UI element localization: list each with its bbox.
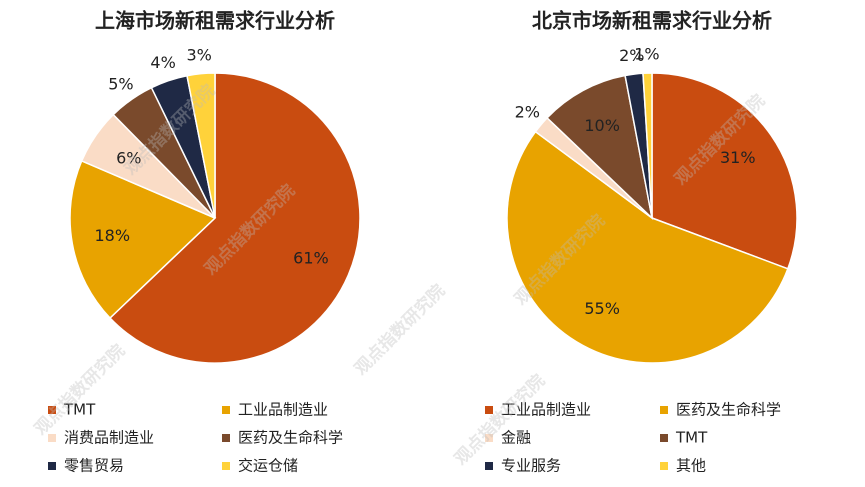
data-label: 3% <box>186 45 211 64</box>
pie-slice <box>108 72 361 364</box>
pie-slice <box>506 130 789 364</box>
data-label: 10% <box>584 116 620 135</box>
legend-swatch <box>48 462 56 470</box>
pie-slice <box>651 72 798 270</box>
legend-label: 消费品制造业 <box>64 429 154 447</box>
legend-swatch <box>222 406 230 414</box>
data-label: 2% <box>515 103 540 122</box>
legend-label: 医药及生命科学 <box>238 429 343 447</box>
data-label: 61% <box>293 249 329 268</box>
legend-swatch <box>660 406 668 414</box>
legend-label: TMT <box>63 401 96 419</box>
chart-title: 北京市场新租需求行业分析 <box>532 9 772 33</box>
legend-swatch <box>660 462 668 470</box>
legend-label: TMT <box>675 429 708 447</box>
chart-title: 上海市场新租需求行业分析 <box>95 9 335 33</box>
legend-swatch <box>48 434 56 442</box>
legend-swatch <box>48 406 56 414</box>
legend-label: 专业服务 <box>501 457 561 475</box>
legend-label: 工业品制造业 <box>238 401 328 419</box>
pie-slice <box>642 72 653 219</box>
legend-label: 其他 <box>676 457 706 475</box>
data-label: 31% <box>720 148 756 167</box>
legend-swatch <box>485 434 493 442</box>
pie-slice <box>186 72 216 219</box>
legend-label: 零售贸易 <box>64 457 124 475</box>
legend-swatch <box>485 462 493 470</box>
legend-label: 医药及生命科学 <box>676 401 781 419</box>
data-label: 4% <box>150 53 175 72</box>
data-label: 5% <box>108 74 133 93</box>
watermark: 观点指数研究院 <box>449 370 549 470</box>
legend-swatch <box>485 406 493 414</box>
legend-label: 金融 <box>501 429 531 447</box>
watermark: 观点指数研究院 <box>349 280 449 380</box>
watermark: 观点指数研究院 <box>29 340 129 440</box>
data-label: 6% <box>116 149 141 168</box>
data-label: 1% <box>634 45 659 64</box>
legend-label: 交运仓储 <box>238 457 298 475</box>
data-label: 2% <box>619 46 644 65</box>
legend-swatch <box>222 434 230 442</box>
legend-swatch <box>222 462 230 470</box>
pie-slice <box>69 159 217 320</box>
pie-slice <box>546 74 654 221</box>
legend-swatch <box>660 434 668 442</box>
legend-label: 工业品制造业 <box>501 401 591 419</box>
data-label: 18% <box>94 226 130 245</box>
data-label: 55% <box>584 299 620 318</box>
